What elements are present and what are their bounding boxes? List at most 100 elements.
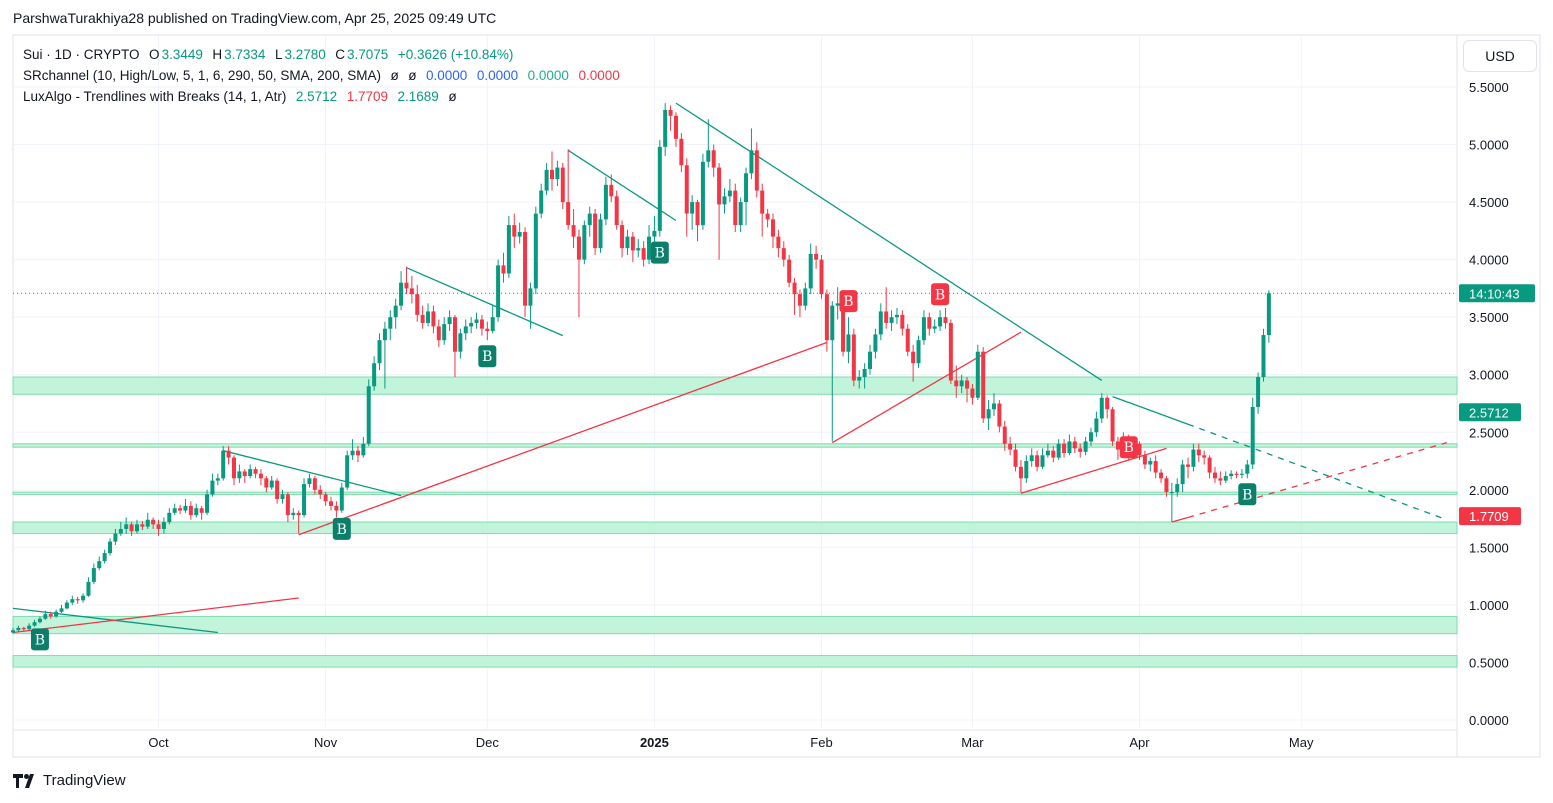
candle bbox=[334, 501, 339, 518]
candle-body bbox=[361, 443, 366, 456]
candle-body bbox=[717, 167, 722, 205]
candle-body bbox=[889, 317, 894, 323]
candle-body bbox=[102, 553, 107, 562]
publisher-caption: ParshwaTurakhiya28 published on TradingV… bbox=[13, 10, 497, 26]
x-tick-label: Apr bbox=[1129, 735, 1150, 750]
candle-body bbox=[415, 294, 420, 315]
breakout-up-marker: B bbox=[650, 241, 669, 264]
candle-body bbox=[54, 611, 59, 617]
candle bbox=[167, 508, 172, 525]
candle-body bbox=[986, 409, 991, 419]
candle-body bbox=[188, 505, 193, 516]
candle bbox=[372, 356, 377, 391]
candle-body bbox=[296, 512, 301, 516]
candle bbox=[593, 208, 598, 256]
candle bbox=[27, 623, 32, 631]
high-value: 3.7334 bbox=[224, 47, 266, 62]
candle bbox=[1008, 436, 1013, 456]
tradingview-logo[interactable]: TradingView bbox=[13, 772, 126, 789]
candle bbox=[355, 446, 360, 463]
candle-body bbox=[59, 608, 64, 612]
candle bbox=[954, 365, 959, 398]
candle-body bbox=[16, 627, 21, 631]
y-tick-label: 1.5000 bbox=[1469, 540, 1509, 555]
candle bbox=[905, 324, 910, 357]
candle-body bbox=[490, 317, 495, 331]
legend-symbol-row[interactable]: Sui · 1D · CRYPTO O 3.3449 H 3.7334 L 3.278… bbox=[23, 44, 622, 65]
candle bbox=[927, 312, 932, 336]
candle-body bbox=[657, 146, 662, 231]
candle bbox=[145, 512, 150, 529]
indicator-value: ø bbox=[390, 68, 399, 83]
candle-body bbox=[1212, 472, 1217, 479]
x-tick-label: Mar bbox=[961, 735, 984, 750]
candle bbox=[64, 600, 69, 610]
candle bbox=[630, 232, 635, 262]
candle bbox=[1256, 372, 1261, 414]
candle bbox=[803, 282, 808, 311]
candle-body bbox=[43, 614, 48, 619]
indicator-value: 1.7709 bbox=[346, 89, 388, 104]
candle bbox=[361, 436, 366, 458]
candle bbox=[226, 446, 231, 465]
support-trendline bbox=[1187, 442, 1447, 519]
candle bbox=[1029, 448, 1034, 467]
candle-body bbox=[523, 232, 528, 306]
candle-body bbox=[463, 326, 468, 334]
candle-body bbox=[630, 236, 635, 251]
sr-zone bbox=[12, 443, 1458, 448]
candle bbox=[54, 609, 59, 618]
candle bbox=[868, 344, 873, 375]
candle bbox=[1056, 439, 1061, 460]
candle-body bbox=[803, 288, 808, 306]
marker-badge bbox=[332, 517, 351, 540]
candle bbox=[237, 464, 242, 483]
legend-srchannel-row[interactable]: SRchannel (10, High/Low, 5, 1, 6, 290, 5… bbox=[23, 65, 622, 86]
currency-button[interactable]: USD bbox=[1463, 40, 1537, 72]
candle-body bbox=[479, 319, 484, 329]
candle-body bbox=[539, 190, 544, 214]
candle bbox=[603, 176, 608, 226]
candle bbox=[474, 312, 479, 329]
candle bbox=[447, 310, 452, 331]
candle-body bbox=[641, 248, 646, 260]
tradingview-logo-icon bbox=[13, 773, 34, 788]
candle bbox=[582, 220, 587, 265]
candle bbox=[663, 103, 668, 157]
price-axis-label: 2.5712 bbox=[1459, 403, 1521, 422]
candle-body bbox=[205, 494, 210, 513]
candle-body bbox=[431, 311, 436, 327]
candle bbox=[738, 197, 743, 233]
resistance-trendline bbox=[1187, 423, 1447, 521]
candle-body bbox=[566, 202, 571, 226]
candle-body bbox=[1229, 473, 1234, 477]
legend-luxalgo-row[interactable]: LuxAlgo - Trendlines with Breaks (14, 1,… bbox=[23, 86, 622, 107]
candle-body bbox=[210, 480, 215, 495]
open-label: O bbox=[149, 47, 160, 62]
candle-body bbox=[749, 150, 754, 174]
candle bbox=[1045, 443, 1050, 458]
candle-body bbox=[841, 303, 846, 352]
candle-body bbox=[161, 522, 166, 529]
candle bbox=[614, 190, 619, 230]
candle bbox=[959, 374, 964, 394]
marker-badge bbox=[931, 283, 950, 306]
candle bbox=[889, 310, 894, 331]
candle-body bbox=[1159, 472, 1164, 479]
candle-body bbox=[625, 236, 630, 249]
candle-body bbox=[1099, 397, 1104, 419]
candle bbox=[188, 501, 193, 520]
breakout-up-marker: B bbox=[30, 628, 49, 651]
candle bbox=[668, 105, 673, 131]
candle bbox=[1245, 459, 1250, 479]
candle bbox=[323, 492, 328, 506]
candle-body bbox=[873, 334, 878, 352]
candle bbox=[366, 379, 371, 447]
candle-body bbox=[679, 138, 684, 166]
y-tick-label: 4.5000 bbox=[1469, 195, 1509, 210]
indicator-value: 0.0000 bbox=[578, 68, 620, 83]
resistance-trendline bbox=[675, 102, 1103, 382]
change-value: +0.3626 (+10.84%) bbox=[397, 47, 514, 62]
candle-body bbox=[1148, 461, 1153, 465]
